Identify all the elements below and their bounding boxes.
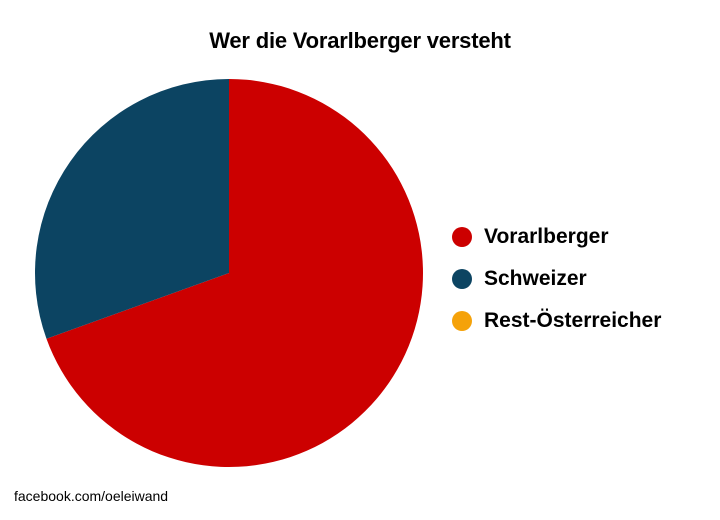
pie-slice-schweizer xyxy=(34,79,229,339)
pie-slice-vorarlberger xyxy=(46,79,423,468)
chart-title: Wer die Vorarlberger versteht xyxy=(209,28,511,53)
legend-item-rest-oesterreicher: Rest-Österreicher xyxy=(452,300,712,342)
pie-slices xyxy=(34,79,423,468)
legend-swatch-schweizer xyxy=(452,269,472,289)
legend-label-schweizer: Schweizer xyxy=(484,267,587,290)
legend-item-vorarlberger: Vorarlberger xyxy=(452,216,712,258)
legend-label-vorarlberger: Vorarlberger xyxy=(484,225,609,248)
footer-credit: facebook.com/oeleiwand xyxy=(14,488,169,504)
legend-swatch-vorarlberger xyxy=(452,227,472,247)
legend-swatch-rest-oesterreicher xyxy=(452,311,472,331)
chart-legend: Vorarlberger Schweizer Rest-Österreicher xyxy=(452,216,712,342)
legend-label-rest-oesterreicher: Rest-Österreicher xyxy=(484,309,662,332)
legend-item-schweizer: Schweizer xyxy=(452,258,712,300)
